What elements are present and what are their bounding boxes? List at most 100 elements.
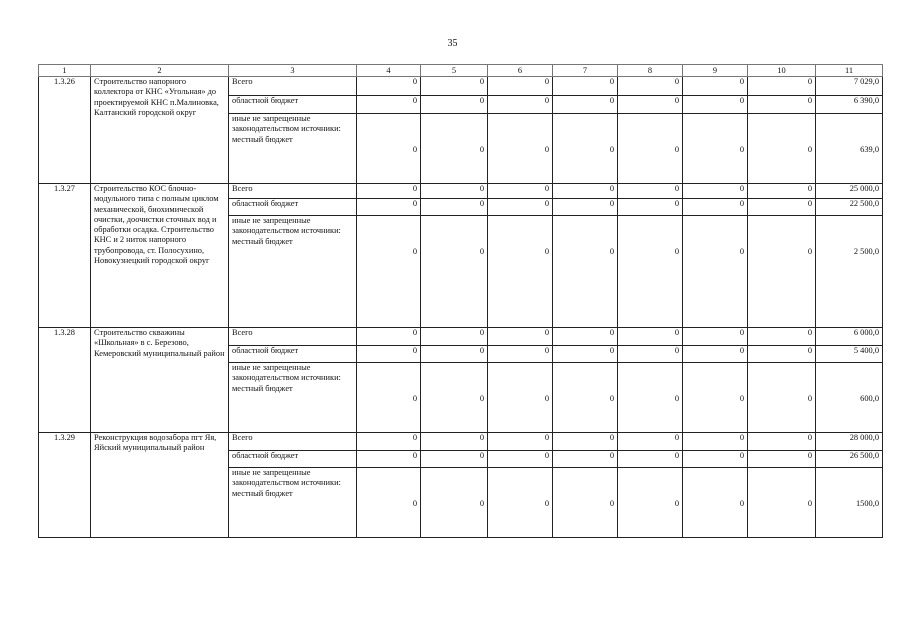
value-cell: 0 xyxy=(747,362,816,433)
value-cell: 0 xyxy=(552,362,618,433)
value-cell: 0 xyxy=(356,432,421,451)
column-header: 4 xyxy=(356,64,421,77)
column-header: 11 xyxy=(815,64,883,77)
table-row: 1.3.27 Строительство КОС блочно-модульног… xyxy=(38,183,883,328)
item-name: Строительство скважины «Школьная» в с. Б… xyxy=(90,327,229,433)
funding-source: Всего xyxy=(228,327,357,346)
funding-source: иные не запрещенные законодательством ис… xyxy=(228,467,357,538)
value-cell: 0 xyxy=(356,95,421,114)
value-cell: 0 xyxy=(487,450,553,468)
value-cell: 0 xyxy=(617,76,683,96)
value-cell: 28 000,0 xyxy=(815,432,883,451)
value-text: 0 xyxy=(609,394,614,403)
table-row: областной бюджет 0 0 0 0 0 0 0 6 390,0 xyxy=(39,95,883,114)
table-row: 1.3.26 Строительство напорного коллектора… xyxy=(38,76,883,184)
value-cell: 0 xyxy=(487,345,553,363)
value-text: 0 xyxy=(739,247,744,256)
value-cell: 0 xyxy=(487,76,553,96)
value-cell: 0 xyxy=(617,432,683,451)
column-header: 8 xyxy=(617,64,683,77)
funding-source: иные не запрещенные законодательством ис… xyxy=(228,362,357,433)
table-row: областной бюджет 0 0 0 0 0 0 0 26 500,0 xyxy=(39,450,883,468)
column-header: 10 xyxy=(747,64,816,77)
value-text: 0 xyxy=(412,247,417,256)
value-text: 0 xyxy=(807,499,812,508)
value-text: 0 xyxy=(739,499,744,508)
value-cell: 7 029,0 xyxy=(815,76,883,96)
column-header: 7 xyxy=(552,64,618,77)
value-text: 0 xyxy=(674,394,679,403)
value-cell: 0 xyxy=(747,327,816,346)
funding-source: Всего xyxy=(228,76,357,96)
value-cell: 0 xyxy=(487,327,553,346)
value-text: 0 xyxy=(544,145,549,154)
value-text: 1500,0 xyxy=(855,499,879,508)
value-cell: 0 xyxy=(356,113,421,184)
table-row: иные не запрещенные законодательством ис… xyxy=(39,467,883,538)
value-cell: 0 xyxy=(420,76,488,96)
value-cell: 0 xyxy=(487,183,553,199)
item-code: 1.3.28 xyxy=(38,327,91,433)
value-cell: 0 xyxy=(617,467,683,538)
value-cell: 0 xyxy=(487,198,553,216)
value-cell: 0 xyxy=(682,183,748,199)
value-text: 639,0 xyxy=(860,145,879,154)
value-cell: 0 xyxy=(617,345,683,363)
value-cell: 0 xyxy=(617,113,683,184)
value-cell: 639,0 xyxy=(815,113,883,184)
value-cell: 0 xyxy=(682,198,748,216)
page-number: 35 xyxy=(447,38,458,49)
value-text: 0 xyxy=(609,145,614,154)
column-header: 3 xyxy=(228,64,357,77)
value-text: 0 xyxy=(807,145,812,154)
value-cell: 0 xyxy=(420,95,488,114)
value-cell: 0 xyxy=(420,113,488,184)
value-cell: 0 xyxy=(747,95,816,114)
value-cell: 0 xyxy=(682,76,748,96)
funding-source: Всего xyxy=(228,432,357,451)
value-cell: 0 xyxy=(682,113,748,184)
value-cell: 2 500,0 xyxy=(815,215,883,328)
value-text: 0 xyxy=(412,145,417,154)
value-cell: 0 xyxy=(682,345,748,363)
value-cell: 0 xyxy=(552,467,618,538)
funding-source: иные не запрещенные законодательством ис… xyxy=(228,215,357,328)
value-cell: 1500,0 xyxy=(815,467,883,538)
value-cell: 0 xyxy=(552,215,618,328)
value-cell: 25 000,0 xyxy=(815,183,883,199)
value-cell: 0 xyxy=(682,215,748,328)
value-cell: 0 xyxy=(356,198,421,216)
value-cell: 0 xyxy=(747,345,816,363)
column-header: 9 xyxy=(682,64,748,77)
value-text: 600,0 xyxy=(860,394,879,403)
value-cell: 6 390,0 xyxy=(815,95,883,114)
funding-source: Всего xyxy=(228,183,357,199)
funding-source: областной бюджет xyxy=(228,198,357,216)
value-cell: 0 xyxy=(356,215,421,328)
value-text: 0 xyxy=(479,394,484,403)
value-cell: 0 xyxy=(617,183,683,199)
value-cell: 0 xyxy=(552,327,618,346)
value-cell: 0 xyxy=(617,95,683,114)
value-text: 0 xyxy=(479,145,484,154)
item-name: Строительство КОС блочно-модульного типа… xyxy=(90,183,229,328)
value-cell: 0 xyxy=(552,113,618,184)
value-cell: 0 xyxy=(356,327,421,346)
value-cell: 600,0 xyxy=(815,362,883,433)
value-cell: 0 xyxy=(420,198,488,216)
item-code: 1.3.27 xyxy=(38,183,91,328)
funding-source: областной бюджет xyxy=(228,450,357,468)
value-cell: 0 xyxy=(747,467,816,538)
value-text: 0 xyxy=(674,145,679,154)
value-cell: 0 xyxy=(747,450,816,468)
value-cell: 0 xyxy=(356,76,421,96)
value-cell: 0 xyxy=(617,327,683,346)
value-cell: 0 xyxy=(747,432,816,451)
value-cell: 22 500,0 xyxy=(815,198,883,216)
funding-source: областной бюджет xyxy=(228,95,357,114)
value-cell: 0 xyxy=(420,432,488,451)
column-header: 1 xyxy=(38,64,91,77)
value-text: 0 xyxy=(479,247,484,256)
value-cell: 0 xyxy=(356,183,421,199)
value-text: 0 xyxy=(739,145,744,154)
